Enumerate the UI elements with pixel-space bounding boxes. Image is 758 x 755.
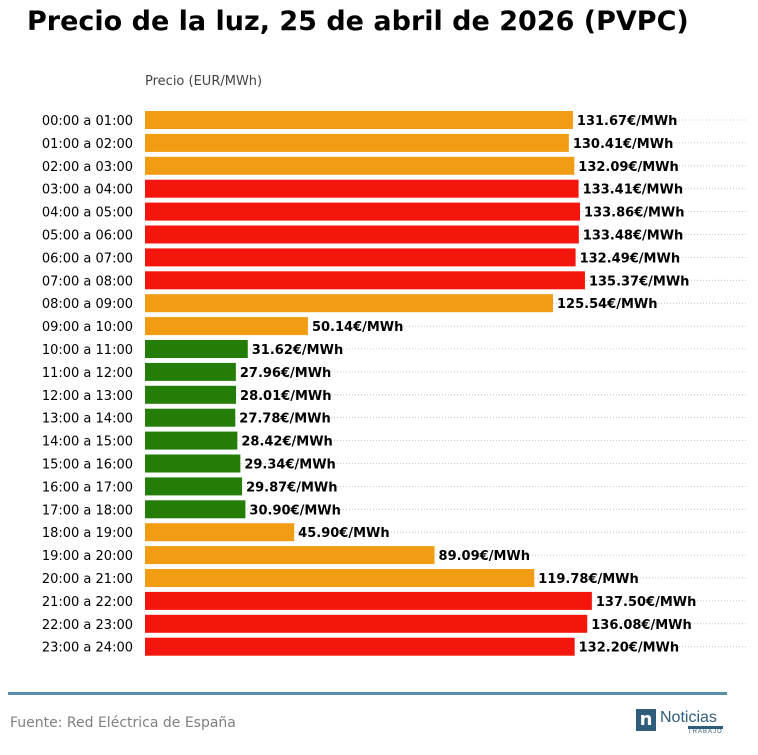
tick-label: 17:00 a 18:00 [42, 503, 133, 518]
bar [145, 385, 237, 404]
bar [145, 614, 588, 633]
tick-label: 21:00 a 22:00 [42, 595, 133, 610]
data-label: 29.87€/MWh [246, 480, 337, 495]
data-label: 29.34€/MWh [244, 458, 335, 473]
tick-label: 12:00 a 13:00 [42, 389, 133, 404]
data-label: 27.96€/MWh [240, 366, 331, 381]
bar [145, 454, 241, 473]
logo-subtitle: TRABAJO [688, 726, 723, 736]
tick-label: 20:00 a 21:00 [42, 572, 133, 587]
tick-label: 08:00 a 09:00 [42, 297, 133, 312]
tick-label: 11:00 a 12:00 [42, 366, 133, 381]
bar [145, 523, 295, 542]
tick-label: 01:00 a 02:00 [42, 137, 133, 152]
bar [145, 317, 308, 336]
bar [145, 133, 569, 152]
bar [145, 500, 246, 519]
tick-label: 03:00 a 04:00 [42, 183, 133, 198]
tick-label: 13:00 a 14:00 [42, 412, 133, 427]
data-label: 125.54€/MWh [557, 297, 658, 312]
tick-label: 02:00 a 03:00 [42, 160, 133, 175]
bar [145, 408, 236, 427]
logo-name: Noticias [660, 709, 717, 726]
data-label: 45.90€/MWh [298, 526, 389, 541]
data-label: 119.78€/MWh [538, 572, 639, 587]
y-axis-label: Precio (EUR/MWh) [145, 74, 263, 89]
data-label: 132.20€/MWh [579, 641, 680, 656]
bar [145, 111, 573, 129]
bar [145, 156, 575, 175]
data-label: 132.49€/MWh [580, 251, 681, 266]
bar [145, 179, 579, 198]
bar-chart: 00:00 a 01:00 131.67€/MWh 01:00 a 02:00 130… [42, 111, 748, 656]
tick-label: 10:00 a 11:00 [42, 343, 133, 358]
tick-label: 19:00 a 20:00 [42, 549, 133, 564]
tick-label: 07:00 a 08:00 [42, 274, 133, 289]
logo-mark: n [636, 709, 656, 731]
tick-label: 15:00 a 16:00 [42, 458, 133, 473]
data-label: 131.67€/MWh [577, 114, 678, 129]
bar [145, 362, 236, 381]
source-note: Fuente: Red Eléctrica de España [10, 715, 236, 731]
data-label: 50.14€/MWh [312, 320, 403, 335]
tick-label: 09:00 a 10:00 [42, 320, 133, 335]
data-label: 137.50€/MWh [596, 595, 697, 610]
data-label: 31.62€/MWh [252, 343, 343, 358]
bar [145, 340, 248, 358]
data-label: 27.78€/MWh [239, 412, 330, 427]
data-label: 135.37€/MWh [589, 274, 690, 289]
bar [145, 294, 554, 313]
bar [145, 202, 581, 221]
chart-title: Precio de la luz, 25 de abril de 2026 (P… [27, 6, 689, 37]
data-label: 133.86€/MWh [584, 206, 685, 221]
tick-label: 14:00 a 15:00 [42, 435, 133, 450]
bar [145, 477, 243, 496]
bar [145, 591, 592, 610]
bar [145, 248, 576, 267]
tick-label: 22:00 a 23:00 [42, 618, 133, 633]
tick-label: 00:00 a 01:00 [42, 114, 133, 129]
data-label: 30.90€/MWh [249, 503, 340, 518]
tick-label: 23:00 a 24:00 [42, 641, 133, 656]
bar [145, 569, 535, 587]
tick-label: 05:00 a 06:00 [42, 229, 133, 244]
tick-label: 18:00 a 19:00 [42, 526, 133, 541]
bar [145, 271, 585, 290]
bar [145, 637, 575, 656]
data-label: 132.09€/MWh [578, 160, 679, 175]
tick-label: 04:00 a 05:00 [42, 206, 133, 221]
data-label: 28.01€/MWh [240, 389, 331, 404]
data-label: 133.41€/MWh [583, 183, 684, 198]
bar [145, 225, 579, 244]
data-label: 28.42€/MWh [241, 435, 332, 450]
data-label: 89.09€/MWh [439, 549, 530, 564]
bar [145, 431, 238, 450]
data-label: 136.08€/MWh [591, 618, 692, 633]
data-label: 133.48€/MWh [583, 229, 684, 244]
tick-label: 06:00 a 07:00 [42, 251, 133, 266]
data-label: 130.41€/MWh [573, 137, 674, 152]
footer-rule [8, 692, 727, 695]
brand-logo: n Noticias TRABAJO [636, 709, 723, 736]
bar [145, 546, 435, 565]
tick-label: 16:00 a 17:00 [42, 480, 133, 495]
